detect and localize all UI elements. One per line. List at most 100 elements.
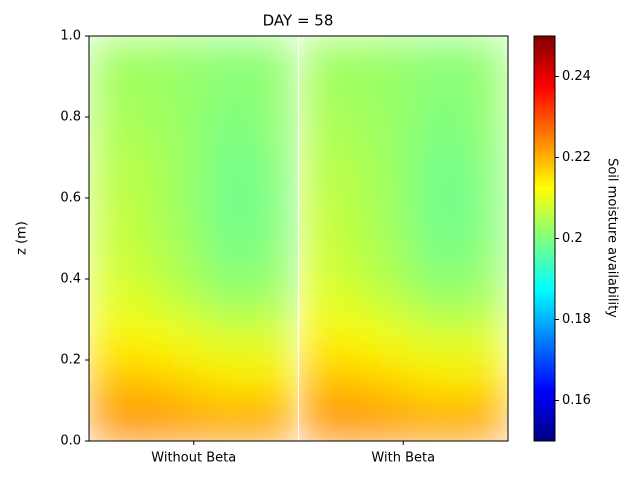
- heatmap-cell: [256, 76, 299, 118]
- heatmap-cell: [89, 319, 132, 361]
- heatmap-cell: [256, 198, 299, 239]
- heatmap-cell: [214, 117, 258, 158]
- plot-frame: [88, 35, 509, 442]
- heatmap-cell: [298, 360, 341, 401]
- y-tick-label: 0.0: [60, 434, 81, 449]
- heatmap-cell: [424, 360, 467, 401]
- heatmap-cell: [172, 157, 216, 199]
- heatmap-cell: [172, 400, 216, 442]
- heatmap-cell: [214, 360, 258, 401]
- colorbar-tick-label: 0.22: [562, 150, 591, 165]
- heatmap-cell: [298, 117, 341, 158]
- heatmap-cell: [214, 36, 258, 77]
- heatmap-cell: [466, 117, 509, 158]
- colorbar-tick-label: 0.24: [562, 69, 591, 84]
- heatmap-cell: [466, 36, 509, 77]
- heatmap-cell: [256, 279, 299, 320]
- heatmap-cell: [466, 319, 509, 361]
- heatmap-cell: [256, 117, 299, 158]
- heatmap-cell: [298, 279, 341, 320]
- heatmap-cell: [130, 319, 174, 361]
- heatmap-cell: [298, 319, 341, 361]
- colorbar-tick-label: 0.18: [562, 312, 591, 327]
- heatmap-cell: [89, 117, 132, 158]
- heatmap-cell: [214, 76, 258, 118]
- heatmap-cell: [256, 400, 299, 442]
- heatmap-cell: [130, 157, 174, 199]
- x-tick-label: Without Beta: [151, 451, 236, 466]
- colorbar: [533, 35, 556, 442]
- heatmap-cell: [89, 76, 132, 118]
- heatmap-cell: [130, 360, 174, 401]
- heatmap-cell: [89, 198, 132, 239]
- heatmap-cell: [382, 279, 425, 320]
- heatmap-cell: [172, 319, 216, 361]
- heatmap-cell: [340, 360, 383, 401]
- heatmap-cell: [424, 36, 467, 77]
- heatmap-cell: [340, 117, 383, 158]
- heatmap-cell: [340, 279, 383, 320]
- heatmap-cell: [466, 157, 509, 199]
- heatmap-cell: [382, 117, 425, 158]
- heatmap-cell: [340, 76, 383, 118]
- heatmap-cell: [298, 198, 341, 239]
- heatmap-cell: [214, 400, 258, 442]
- heatmap-cell: [466, 279, 509, 320]
- heatmap-cell: [382, 319, 425, 361]
- heatmap-cell: [130, 238, 174, 280]
- heatmap-cell: [256, 360, 299, 401]
- heatmap-cell: [424, 198, 467, 239]
- heatmap-panel: [298, 36, 509, 442]
- y-tick-label: 1.0: [60, 29, 81, 44]
- heatmap-cell: [256, 319, 299, 361]
- heatmap-cell: [172, 279, 216, 320]
- heatmap-cell: [466, 76, 509, 118]
- heatmap-panel: [89, 36, 299, 442]
- y-tick-label: 0.6: [60, 191, 81, 206]
- heatmap-cell: [424, 238, 467, 280]
- heatmap-cell: [340, 198, 383, 239]
- heatmap-cell: [298, 76, 341, 118]
- heatmap-cell: [89, 360, 132, 401]
- colorbar-label: Soil moisture availability: [605, 158, 620, 318]
- x-tick-label: With Beta: [371, 451, 435, 466]
- heatmap-cell: [424, 279, 467, 320]
- heatmap-cell: [172, 76, 216, 118]
- heatmap-cell: [214, 198, 258, 239]
- heatmap-cell: [466, 400, 509, 442]
- heatmap-cell: [340, 157, 383, 199]
- heatmap-cell: [89, 157, 132, 199]
- heatmap-cell: [382, 238, 425, 280]
- heatmap-cell: [382, 400, 425, 442]
- heatmap-cell: [130, 400, 174, 442]
- chart-title: DAY = 58: [263, 12, 334, 30]
- heatmap-cell: [172, 36, 216, 77]
- heatmap-cell: [172, 238, 216, 280]
- heatmap-cell: [340, 36, 383, 77]
- y-tick-label: 0.8: [60, 110, 81, 125]
- heatmap-cell: [340, 319, 383, 361]
- heatmap-cell: [424, 157, 467, 199]
- heatmap-cell: [89, 279, 132, 320]
- heatmap-cell: [130, 117, 174, 158]
- heatmap-cell: [172, 198, 216, 239]
- heatmap-cell: [256, 238, 299, 280]
- heatmap-cell: [382, 36, 425, 77]
- heatmap-cell: [424, 400, 467, 442]
- heatmap-cell: [214, 157, 258, 199]
- heatmap-cell: [89, 400, 132, 442]
- heatmap-cell: [89, 36, 132, 77]
- heatmap-cell: [382, 360, 425, 401]
- heatmap-cell: [130, 76, 174, 118]
- heatmap-cell: [424, 117, 467, 158]
- heatmap-cell: [298, 238, 341, 280]
- colorbar-tick-label: 0.2: [562, 231, 583, 246]
- heatmap-cell: [214, 279, 258, 320]
- heatmap-cell: [298, 400, 341, 442]
- heatmap-cell: [466, 238, 509, 280]
- heatmap-cell: [89, 238, 132, 280]
- heatmap-cell: [466, 360, 509, 401]
- heatmap-cell: [382, 76, 425, 118]
- y-tick-label: 0.4: [60, 272, 81, 287]
